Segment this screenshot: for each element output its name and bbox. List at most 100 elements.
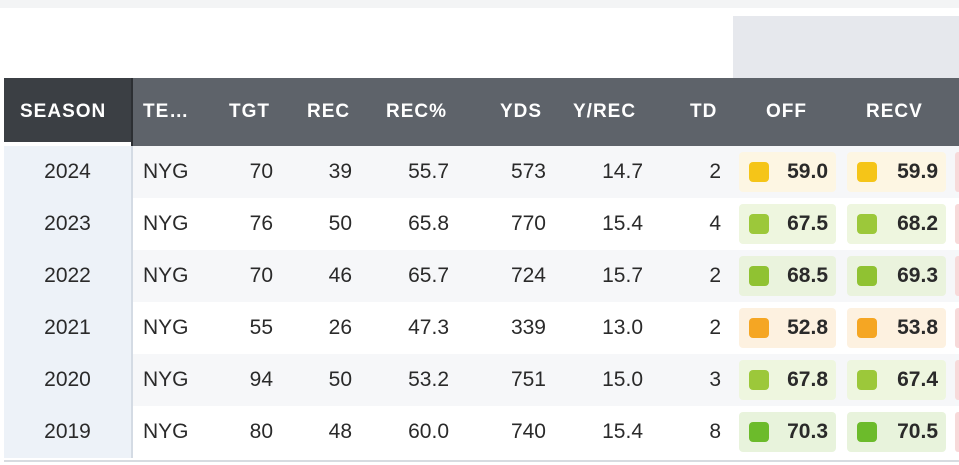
table-row[interactable]: 2024 NYG 70 39 55.7 573 14.7 2 59.0 59.9 [0,146,959,198]
grade-badge-recv: 59.9 [847,152,946,192]
next-grade-badge-edge [955,204,959,244]
cell-yds: 339 [510,316,546,339]
grade-swatch-icon [857,370,877,390]
grade-value: 53.8 [897,316,938,339]
season-cell-bg [4,354,133,406]
cell-y-rec: 15.4 [602,420,643,443]
grade-swatch-icon [857,214,877,234]
grade-value: 70.5 [897,420,938,443]
cell-y-rec: 14.7 [602,160,643,183]
col-header-td[interactable]: TD [690,101,718,122]
col-header-rec[interactable]: REC [307,101,351,122]
table-row[interactable]: 2020 NYG 94 50 53.2 751 15.0 3 67.8 67.4 [0,354,959,406]
grade-swatch-icon [857,266,877,286]
cell-y-rec: 15.4 [602,212,643,235]
grade-value: 68.2 [897,212,938,235]
season-header-bg [4,78,132,146]
cell-rec: 50 [328,368,352,391]
grade-value: 67.4 [897,368,938,391]
cell-yds: 573 [510,160,546,183]
season-cell-bg [4,302,133,354]
next-grade-badge-edge [955,308,959,348]
cell-rec-pct: 47.3 [408,316,449,339]
cell-season: 2020 [44,368,91,391]
table-header: SEASON TE… TGT REC REC% YDS Y/REC TD OFF… [0,78,959,146]
next-grade-badge-edge [955,152,959,192]
grade-badge-recv: 53.8 [847,308,946,348]
cell-rec: 39 [328,160,352,183]
table-row[interactable]: 2022 NYG 70 46 65.7 724 15.7 2 68.5 69.3 [0,250,959,302]
cell-season: 2022 [44,264,91,287]
col-header-recv[interactable]: RECV [866,101,923,122]
grade-swatch-icon [749,162,769,182]
cell-td: 2 [709,316,721,339]
cell-season: 2023 [44,212,91,235]
cell-td: 8 [709,420,721,443]
cell-yds: 751 [510,368,546,391]
grade-value: 59.9 [897,160,938,183]
cell-team: NYG [143,420,189,443]
cell-td: 2 [709,160,721,183]
grade-value: 67.5 [787,212,828,235]
grade-badge-recv: 69.3 [847,256,946,296]
cell-td: 4 [709,212,721,235]
col-header-rec-pct[interactable]: REC% [386,101,448,122]
col-header-off[interactable]: OFF [766,101,807,122]
cell-tgt: 94 [249,368,273,391]
cell-team: NYG [143,264,189,287]
next-grade-badge-edge [955,360,959,400]
table-bottom-border [4,460,959,462]
cell-team: NYG [143,316,189,339]
stats-table: SEASON TE… TGT REC REC% YDS Y/REC TD OFF… [0,78,959,458]
grade-value: 59.0 [787,160,828,183]
grade-badge-recv: 68.2 [847,204,946,244]
header-spacer-panel [733,16,959,78]
season-cell-bg [4,198,133,250]
table-row[interactable]: 2019 NYG 80 48 60.0 740 15.4 8 70.3 70.5 [0,406,959,458]
cell-season: 2021 [44,316,91,339]
cell-y-rec: 15.7 [602,264,643,287]
col-header-y-rec[interactable]: Y/REC [573,101,637,122]
table-body: 2024 NYG 70 39 55.7 573 14.7 2 59.0 59.9 2023 NYG 76… [0,146,959,458]
grade-badge-off: 67.5 [739,204,836,244]
cell-yds: 740 [510,420,546,443]
header-bg [133,78,959,146]
cell-yds: 770 [510,212,546,235]
cell-td: 3 [709,368,721,391]
col-header-tgt[interactable]: TGT [229,101,270,122]
grade-swatch-icon [857,422,877,442]
top-strip [0,0,959,8]
season-cell-bg [4,406,133,458]
cell-y-rec: 13.0 [602,316,643,339]
grade-swatch-icon [857,162,877,182]
cell-tgt: 70 [249,264,273,287]
grade-value: 52.8 [787,316,828,339]
cell-rec-pct: 55.7 [408,160,449,183]
table-row[interactable]: 2021 NYG 55 26 47.3 339 13.0 2 52.8 53.8 [0,302,959,354]
grade-swatch-icon [749,266,769,286]
cell-td: 2 [709,264,721,287]
cell-yds: 724 [510,264,546,287]
cell-tgt: 70 [249,160,273,183]
grade-badge-off: 52.8 [739,308,836,348]
grade-value: 68.5 [787,264,828,287]
grade-badge-off: 67.8 [739,360,836,400]
grade-swatch-icon [749,422,769,442]
grade-badge-recv: 70.5 [847,412,946,452]
col-header-season[interactable]: SEASON [20,101,107,122]
grade-badge-off: 70.3 [739,412,836,452]
cell-rec-pct: 65.7 [408,264,449,287]
grade-badge-recv: 67.4 [847,360,946,400]
grade-swatch-icon [749,318,769,338]
col-header-team[interactable]: TE… [143,101,190,122]
cell-tgt: 76 [249,212,273,235]
season-cell-bg [4,250,133,302]
grade-value: 67.8 [787,368,828,391]
col-header-yds[interactable]: YDS [500,101,543,122]
cell-season: 2019 [44,420,91,443]
cell-rec-pct: 60.0 [408,420,449,443]
next-grade-badge-edge [955,256,959,296]
table-row[interactable]: 2023 NYG 76 50 65.8 770 15.4 4 67.5 68.2 [0,198,959,250]
frozen-column-divider [131,78,133,146]
season-cell-bg [4,146,133,198]
